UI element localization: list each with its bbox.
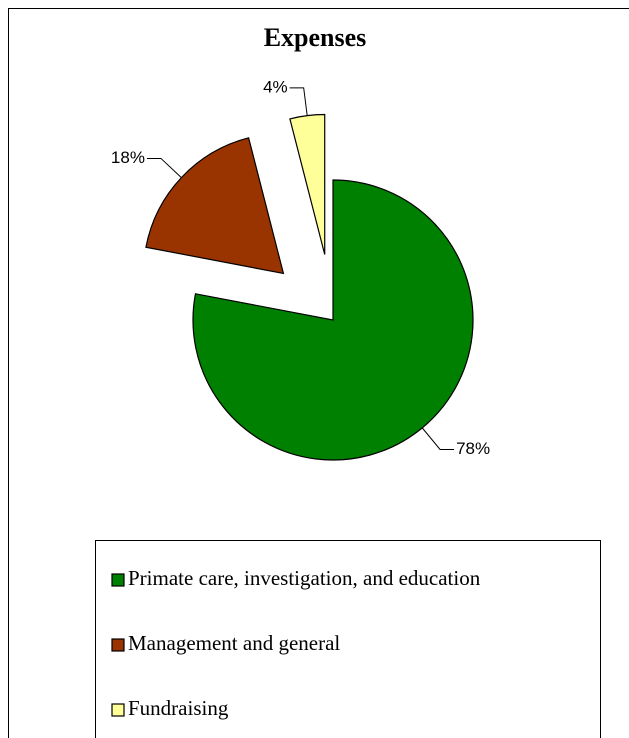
leader-line — [146, 157, 182, 178]
legend-label: Primate care, investigation, and educati… — [128, 566, 481, 590]
legend-swatch — [111, 703, 125, 717]
data-label: 4% — [263, 77, 288, 96]
pie-slice — [145, 137, 285, 275]
legend-label: Management and general — [128, 631, 340, 655]
leader-line — [421, 427, 455, 450]
legend-swatch — [111, 573, 125, 587]
legend-label: Fundraising — [128, 696, 229, 720]
leader-line — [289, 87, 308, 116]
data-label: 18% — [111, 148, 145, 167]
data-label: 78% — [456, 439, 490, 458]
legend-swatch — [111, 638, 125, 652]
chart-title: Expenses — [264, 23, 367, 52]
legend-box — [95, 540, 601, 738]
